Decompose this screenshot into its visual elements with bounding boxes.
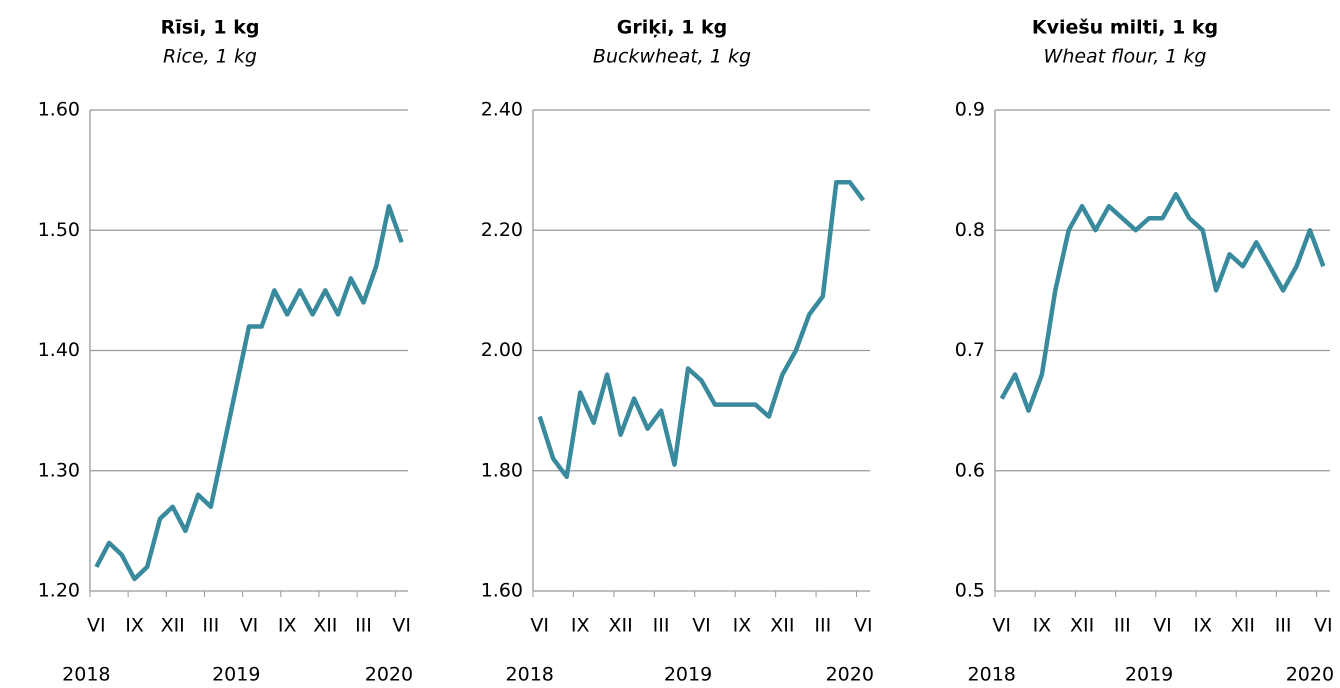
year-label: 2020: [365, 664, 413, 686]
year-label: 2020: [1286, 664, 1334, 686]
x-tick-label: III: [1275, 615, 1292, 637]
y-tick-label: 1.30: [38, 459, 80, 481]
chart-title: Rīsi, 1 kg: [161, 17, 260, 39]
y-tick-label: 1.40: [38, 339, 80, 361]
data-line: [537, 179, 866, 480]
y-tick-label: 1.60: [38, 99, 80, 121]
y-tick-label: 0.6: [955, 459, 985, 481]
x-tick-label: III: [653, 615, 670, 637]
y-tick-label: 0.8: [955, 219, 985, 241]
x-tick-label: XII: [161, 615, 185, 637]
y-tick-label: 2.40: [481, 99, 523, 121]
x-tick-label: VI: [240, 615, 259, 637]
chart-title: Griķi, 1 kg: [617, 17, 728, 39]
x-tick-label: VI: [992, 615, 1011, 637]
x-tick-label: XII: [1231, 615, 1255, 637]
y-tick-label: 1.50: [38, 219, 80, 241]
x-tick-label: III: [814, 615, 831, 637]
year-label: 2018: [62, 664, 110, 686]
chart-subtitle: Rice, 1 kg: [163, 46, 257, 68]
data-line: [999, 191, 1326, 413]
y-tick-label: 1.60: [481, 580, 523, 602]
x-tick-label: IX: [571, 615, 590, 637]
x-tick-label: IX: [278, 615, 297, 637]
y-tick-label: 2.00: [481, 339, 523, 361]
x-tick-label: VI: [87, 615, 106, 637]
year-label: 2018: [506, 664, 554, 686]
data-line: [94, 203, 404, 582]
x-tick-label: XII: [1070, 615, 1094, 637]
year-label: 2018: [968, 664, 1016, 686]
x-tick-label: IX: [733, 615, 752, 637]
chart-title: Kviešu milti, 1 kg: [1032, 17, 1218, 39]
x-tick-label: VI: [854, 615, 873, 637]
x-tick-label: III: [1114, 615, 1131, 637]
x-tick-label: III: [202, 615, 219, 637]
x-tick-label: VI: [1153, 615, 1172, 637]
y-tick-label: 1.80: [481, 459, 523, 481]
y-tick-label: 0.9: [955, 99, 985, 121]
y-tick-label: 2.20: [481, 219, 523, 241]
chart-subtitle: Wheat flour, 1 kg: [1044, 46, 1207, 68]
year-label: 2019: [1125, 664, 1173, 686]
y-tick-label: 0.5: [955, 580, 985, 602]
x-tick-label: IX: [1033, 615, 1052, 637]
x-tick-label: XII: [313, 615, 337, 637]
x-tick-label: III: [355, 615, 372, 637]
year-label: 2020: [826, 664, 874, 686]
x-tick-label: VI: [692, 615, 711, 637]
x-tick-label: IX: [1193, 615, 1212, 637]
year-label: 2019: [664, 664, 712, 686]
x-tick-label: XII: [770, 615, 794, 637]
y-tick-label: 1.20: [38, 580, 80, 602]
chart-subtitle: Buckwheat, 1 kg: [593, 46, 751, 68]
y-tick-label: 0.7: [955, 339, 985, 361]
x-tick-label: VI: [392, 615, 411, 637]
year-label: 2019: [212, 664, 260, 686]
x-tick-label: VI: [530, 615, 549, 637]
x-tick-label: IX: [125, 615, 144, 637]
x-tick-label: VI: [1314, 615, 1333, 637]
x-tick-label: XII: [609, 615, 633, 637]
